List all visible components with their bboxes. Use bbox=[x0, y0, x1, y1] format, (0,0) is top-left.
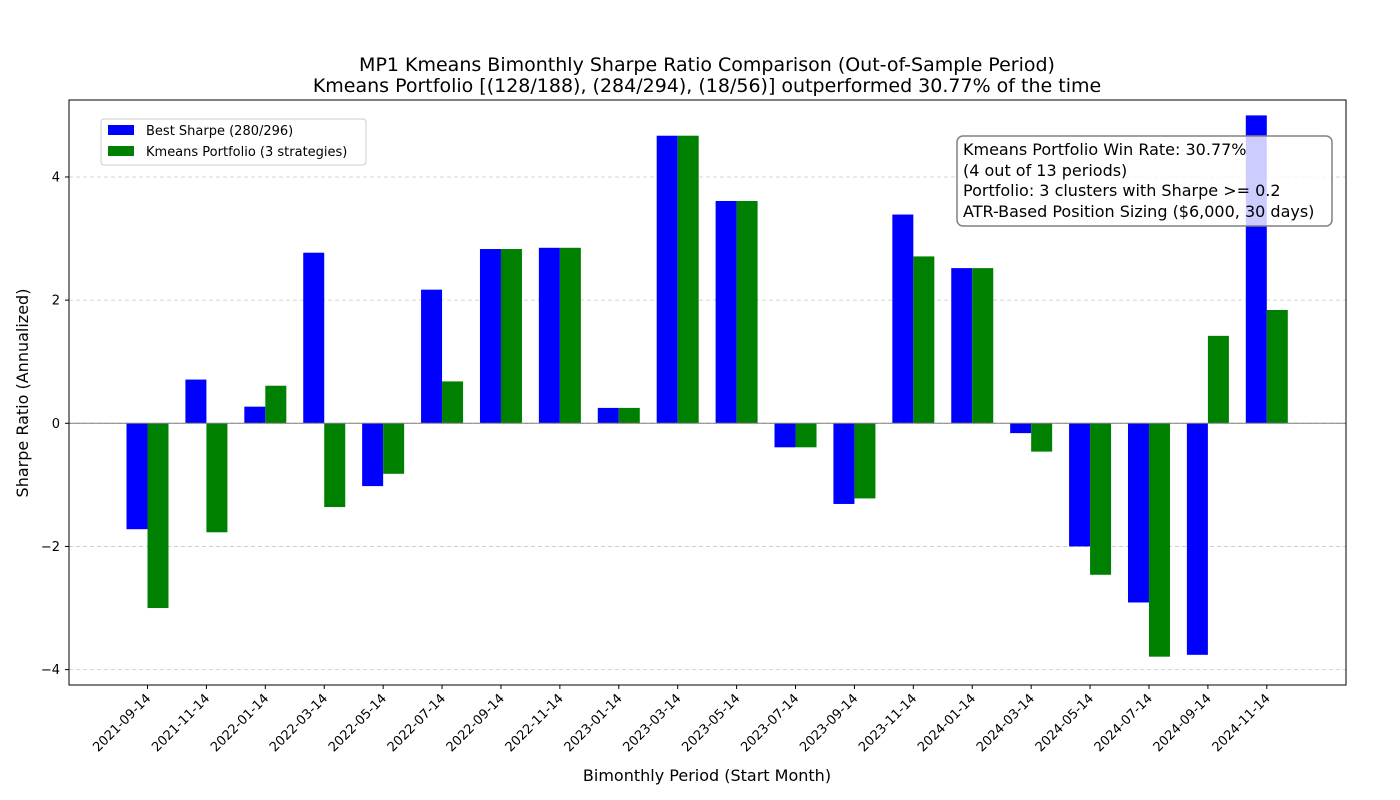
bar-kmeans-portfolio bbox=[1207, 335, 1229, 424]
y-tick-label: 4 bbox=[52, 170, 60, 185]
x-tick-label: 2022-09-14 bbox=[444, 691, 508, 755]
x-tick-label: 2022-03-14 bbox=[267, 691, 331, 755]
bar-series bbox=[126, 115, 1288, 657]
x-tick-label: 2021-09-14 bbox=[90, 691, 154, 755]
bar-kmeans-portfolio bbox=[147, 423, 169, 609]
bar-best-sharpe bbox=[479, 249, 501, 424]
bar-best-sharpe bbox=[833, 423, 855, 504]
bar-best-sharpe bbox=[362, 423, 384, 487]
win-rate-annotation: Kmeans Portfolio Win Rate: 30.77% (4 out… bbox=[956, 135, 1333, 227]
y-tick-label: −4 bbox=[41, 663, 60, 678]
bar-kmeans-portfolio bbox=[559, 247, 581, 424]
bar-best-sharpe bbox=[185, 379, 207, 424]
y-axis-label: Sharpe Ratio (Annualized) bbox=[13, 289, 32, 498]
bar-best-sharpe bbox=[1127, 423, 1149, 603]
x-tick-label: 2022-05-14 bbox=[326, 691, 390, 755]
bar-kmeans-portfolio bbox=[324, 423, 346, 508]
bar-kmeans-portfolio bbox=[618, 407, 640, 424]
annotation-line-2: (4 out of 13 periods) bbox=[963, 161, 1127, 180]
bar-best-sharpe bbox=[538, 247, 560, 424]
legend-frame bbox=[100, 118, 367, 166]
x-tick-label: 2024-05-14 bbox=[1033, 691, 1097, 755]
legend-swatch-kmeans-portfolio bbox=[108, 146, 134, 156]
x-tick-label: 2024-01-14 bbox=[915, 691, 979, 755]
bar-best-sharpe bbox=[244, 406, 266, 424]
x-axis-label: Bimonthly Period (Start Month) bbox=[583, 766, 831, 785]
bar-kmeans-portfolio bbox=[206, 423, 228, 533]
bar-best-sharpe bbox=[1069, 423, 1091, 547]
chart-subtitle: Kmeans Portfolio [(128/188), (284/294), … bbox=[313, 75, 1101, 97]
x-tick-label: 2023-03-14 bbox=[620, 691, 684, 755]
annotation-line-4: ATR-Based Position Sizing ($6,000, 30 da… bbox=[963, 202, 1314, 221]
x-tick-label: 2023-09-14 bbox=[797, 691, 861, 755]
plot-area-frame bbox=[68, 99, 1347, 686]
bar-kmeans-portfolio bbox=[442, 381, 464, 424]
y-tick-label: 2 bbox=[52, 294, 60, 309]
legend-label-kmeans-portfolio: Kmeans Portfolio (3 strategies) bbox=[146, 145, 347, 160]
bar-best-sharpe bbox=[303, 252, 325, 424]
bar-kmeans-portfolio bbox=[677, 135, 699, 424]
bar-kmeans-portfolio bbox=[1090, 423, 1112, 575]
bar-kmeans-portfolio bbox=[854, 423, 876, 499]
bar-best-sharpe bbox=[1010, 423, 1032, 434]
x-tick-label: 2023-11-14 bbox=[856, 691, 920, 755]
bar-best-sharpe bbox=[656, 135, 678, 424]
annotation-line-1: Kmeans Portfolio Win Rate: 30.77% bbox=[963, 140, 1247, 159]
legend-label-best-sharpe: Best Sharpe (280/296) bbox=[146, 124, 293, 139]
x-tick-label: 2022-11-14 bbox=[503, 691, 567, 755]
x-tick-label: 2022-07-14 bbox=[385, 691, 449, 755]
annotation-frame bbox=[956, 135, 1333, 227]
bar-best-sharpe bbox=[421, 289, 443, 424]
bar-kmeans-portfolio bbox=[913, 256, 935, 424]
bar-best-sharpe bbox=[597, 407, 619, 424]
bar-kmeans-portfolio bbox=[1031, 423, 1053, 452]
bar-kmeans-portfolio bbox=[795, 423, 817, 448]
annotation-line-3: Portfolio: 3 clusters with Sharpe >= 0.2 bbox=[963, 181, 1281, 200]
bar-best-sharpe bbox=[715, 200, 737, 424]
bar-best-sharpe bbox=[951, 268, 973, 424]
bar-kmeans-portfolio bbox=[265, 385, 287, 424]
bar-kmeans-portfolio bbox=[1148, 423, 1170, 657]
bar-kmeans-portfolio bbox=[500, 249, 522, 424]
x-axis-ticks: 2021-09-142021-11-142022-01-142022-03-14… bbox=[90, 685, 1274, 755]
bar-best-sharpe bbox=[774, 423, 796, 448]
y-axis-ticks: −4 −2 0 2 4 bbox=[41, 170, 69, 678]
bar-best-sharpe bbox=[1186, 423, 1208, 655]
x-tick-label: 2024-07-14 bbox=[1092, 691, 1156, 755]
bar-kmeans-portfolio bbox=[383, 423, 405, 474]
x-tick-label: 2023-05-14 bbox=[679, 691, 743, 755]
legend: Best Sharpe (280/296) Kmeans Portfolio (… bbox=[100, 118, 367, 166]
bar-best-sharpe bbox=[126, 423, 148, 530]
x-tick-label: 2022-01-14 bbox=[208, 691, 272, 755]
y-tick-label: −2 bbox=[41, 540, 60, 555]
bar-kmeans-portfolio bbox=[736, 200, 758, 424]
x-tick-label: 2023-07-14 bbox=[738, 691, 802, 755]
x-tick-label: 2021-11-14 bbox=[149, 691, 213, 755]
bar-kmeans-portfolio bbox=[1266, 309, 1288, 424]
x-tick-label: 2023-01-14 bbox=[562, 691, 626, 755]
y-tick-label: 0 bbox=[52, 417, 60, 432]
bar-kmeans-portfolio bbox=[972, 268, 994, 424]
x-tick-label: 2024-09-14 bbox=[1151, 691, 1215, 755]
legend-swatch-best-sharpe bbox=[108, 125, 134, 135]
chart-title: MP1 Kmeans Bimonthly Sharpe Ratio Compar… bbox=[359, 54, 1055, 76]
x-tick-label: 2024-11-14 bbox=[1210, 691, 1274, 755]
x-tick-label: 2024-03-14 bbox=[974, 691, 1038, 755]
bar-best-sharpe bbox=[892, 214, 914, 424]
